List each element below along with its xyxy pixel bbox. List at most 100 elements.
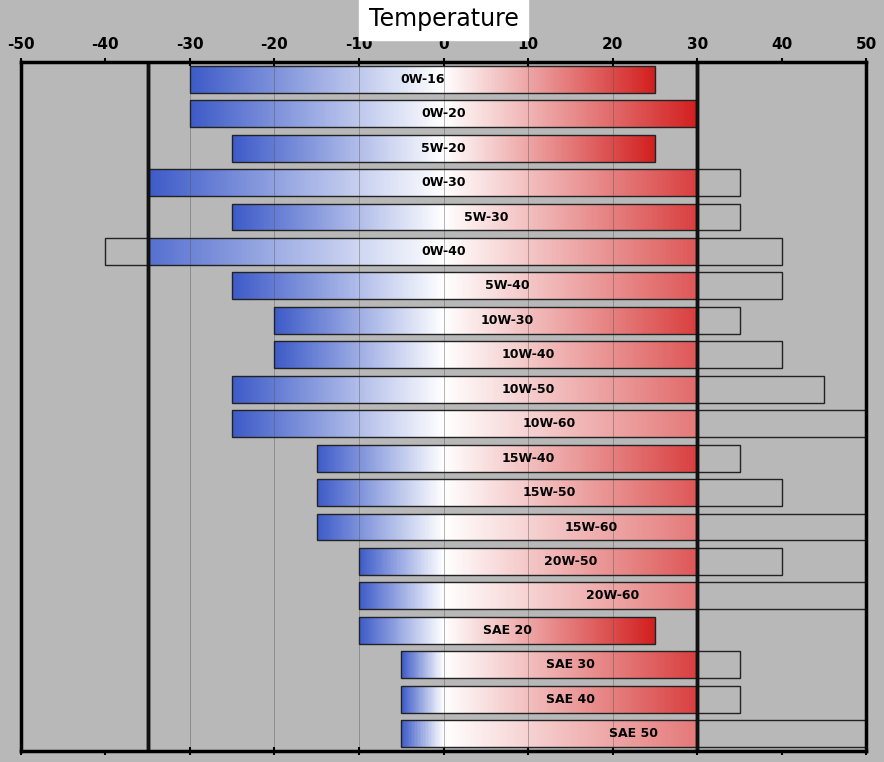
Bar [390,479,391,506]
Bar [443,720,445,747]
Bar [726,720,727,747]
Bar [327,410,330,437]
Bar [601,582,603,610]
Bar [543,720,544,747]
Bar [423,410,424,437]
Bar [714,169,716,196]
Bar [329,101,331,127]
Bar [377,582,379,610]
Bar [455,238,457,265]
Bar [385,617,386,644]
Bar [476,720,477,747]
Bar [508,686,509,712]
Bar [591,514,593,540]
Bar [665,445,667,472]
Bar [790,376,793,402]
Bar [544,652,545,678]
Bar [735,720,736,747]
Bar [568,582,570,610]
Bar [812,410,813,437]
Bar [613,101,614,127]
Bar [159,169,162,196]
Bar [355,238,358,265]
Bar [374,307,375,334]
Bar [385,548,387,575]
Bar [552,720,553,747]
Bar [538,203,540,230]
Bar [195,169,197,196]
Bar [394,135,396,162]
Bar [749,720,751,747]
Bar [355,203,357,230]
Bar [696,514,697,540]
Bar [421,548,423,575]
Bar [430,307,431,334]
Bar [654,720,656,747]
Bar [517,135,518,162]
Bar [422,101,423,127]
Bar [735,341,736,368]
Bar [432,548,434,575]
Bar [468,617,469,644]
Bar [645,445,646,472]
Bar [697,376,700,402]
Bar [751,238,752,265]
Bar [212,101,214,127]
Bar [782,720,784,747]
Bar [470,101,472,127]
Bar [702,410,704,437]
Bar [388,169,391,196]
Bar [371,617,372,644]
Bar [443,514,445,540]
Bar [537,445,538,472]
Bar [279,341,281,368]
Bar [652,203,653,230]
Bar [467,376,469,402]
Bar [381,582,383,610]
Bar [674,341,675,368]
Bar [768,341,770,368]
Bar [514,273,516,299]
Bar [659,169,660,196]
Bar [298,203,300,230]
Bar [557,582,559,610]
Bar [259,135,261,162]
Bar [403,617,404,644]
Bar [378,410,380,437]
Bar [766,341,768,368]
Bar [750,341,751,368]
Bar [534,445,535,472]
Bar [632,514,634,540]
Bar [584,445,586,472]
Bar [654,652,655,678]
Bar [487,169,489,196]
Bar [332,66,334,93]
Bar [679,652,680,678]
Bar [315,376,317,402]
Bar [381,66,382,93]
Bar [596,479,598,506]
Bar [617,514,619,540]
Bar [572,686,573,712]
Bar [656,514,658,540]
Bar [557,101,559,127]
Bar [833,720,834,747]
Bar [700,686,701,712]
Bar [643,273,644,299]
Bar [273,135,274,162]
Bar [515,479,517,506]
Bar [559,238,560,265]
Bar [535,341,537,368]
Bar [524,652,525,678]
Bar [651,686,652,712]
Bar [310,341,312,368]
Bar [709,341,711,368]
Bar [578,652,580,678]
Bar [248,203,249,230]
Bar [698,169,700,196]
Bar [366,376,369,402]
Bar [280,273,282,299]
Bar [353,169,354,196]
Bar [729,203,731,230]
Text: 0W-30: 0W-30 [422,176,466,189]
